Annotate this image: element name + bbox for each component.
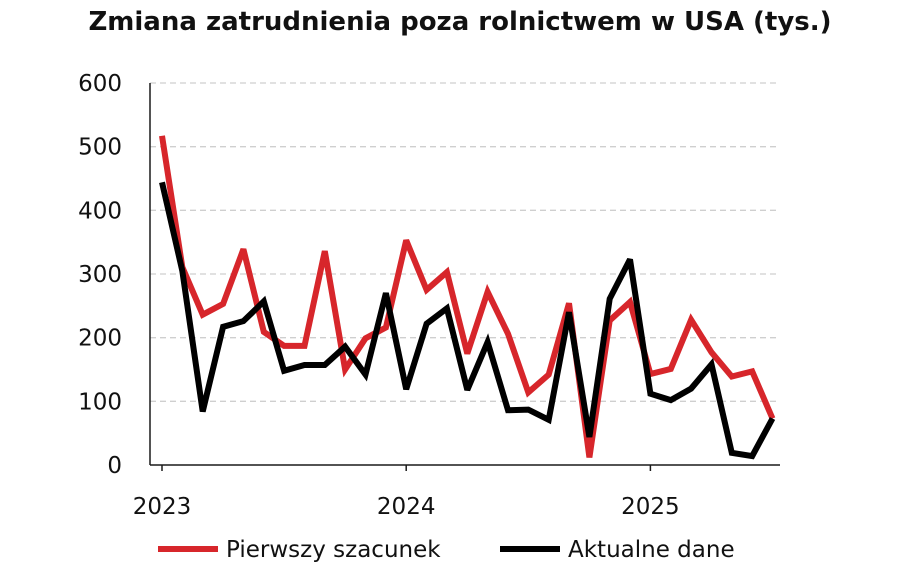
y-tick-label-600: 600 (78, 71, 122, 97)
legend: Pierwszy szacunek Aktualne dane (158, 537, 735, 563)
series-line-aktualne-dane (159, 181, 776, 460)
x-tick-label-2025: 2025 (621, 494, 680, 520)
legend-label-aktualne-dane: Aktualne dane (568, 537, 735, 563)
x-tick-label-2024: 2024 (377, 494, 436, 520)
grid-layer (150, 82, 780, 402)
x-tick-label-2023: 2023 (133, 494, 192, 520)
y-tick-label-400: 400 (78, 198, 122, 224)
y-tick-label-200: 200 (78, 326, 122, 352)
legend-label-pierwszy-szacunek: Pierwszy szacunek (226, 537, 441, 563)
y-tick-label-300: 300 (78, 262, 122, 288)
y-tick-label-100: 100 (78, 389, 122, 415)
chart-title: Zmiana zatrudnienia poza rolnictwem w US… (88, 7, 831, 37)
series-line-pierwszy-szacunek (159, 135, 776, 458)
y-tick-label-500: 500 (78, 135, 122, 161)
series-layer (159, 135, 776, 460)
y-tick-label-0: 0 (107, 453, 122, 479)
axis-layer: 0 100 200 300 400 500 600 2023 2024 2025 (78, 71, 780, 520)
